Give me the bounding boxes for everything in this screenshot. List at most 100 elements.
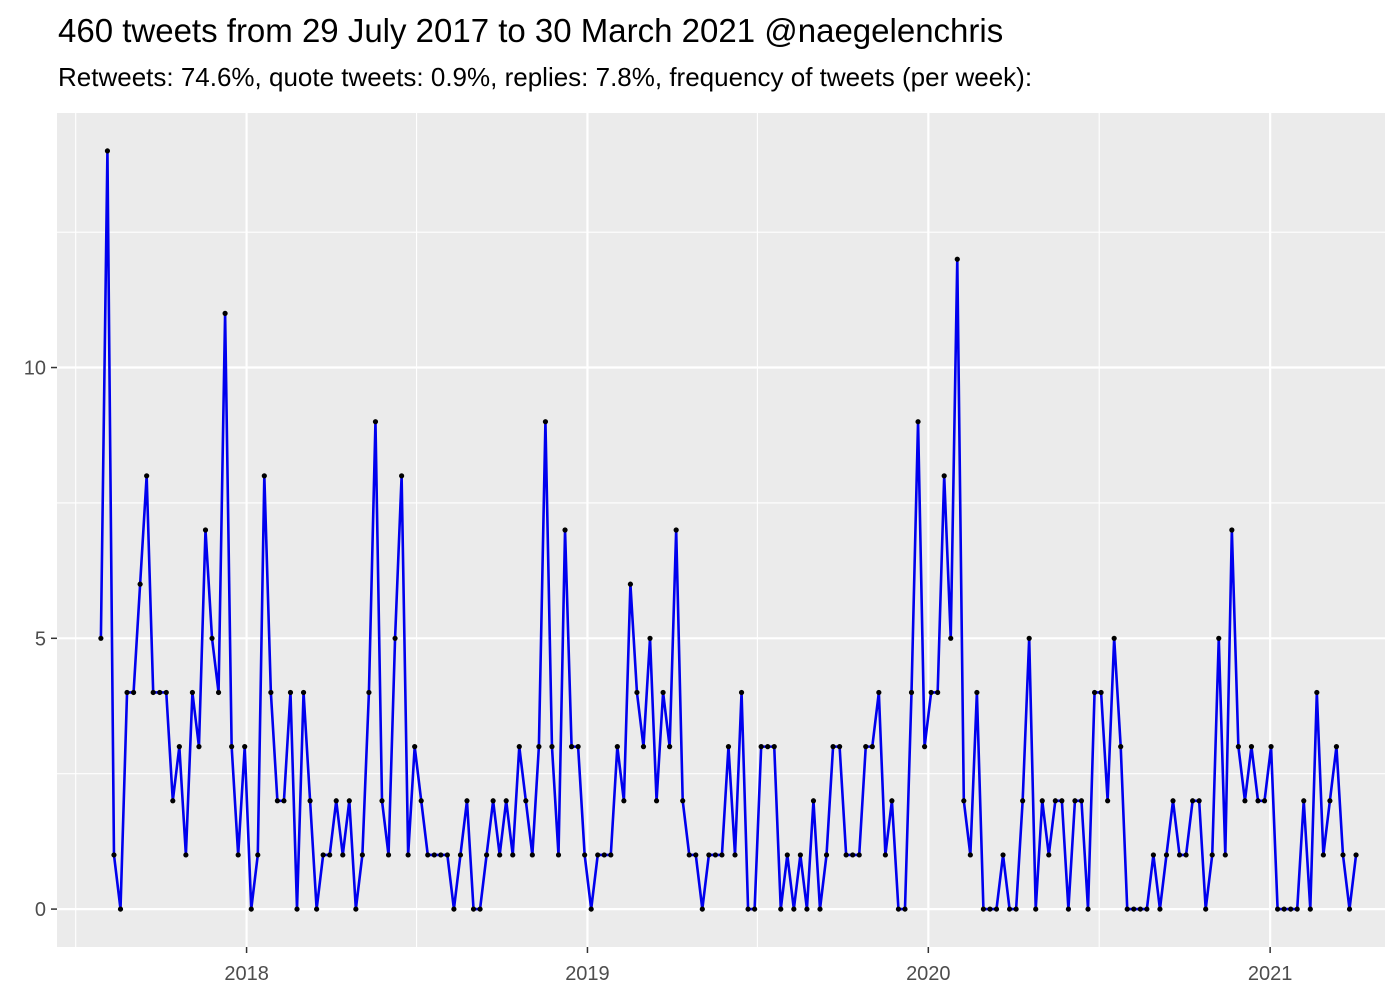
data-point [163, 689, 169, 696]
data-point [1333, 744, 1340, 750]
data-point [1118, 744, 1124, 750]
data-point [457, 852, 464, 858]
data-point [183, 852, 189, 858]
data-point [915, 419, 921, 425]
data-point [1340, 852, 1346, 858]
data-point [876, 689, 882, 696]
data-point [1065, 906, 1072, 912]
data-point [104, 148, 111, 154]
data-point [1301, 798, 1307, 804]
data-point [379, 798, 385, 804]
data-point [634, 689, 640, 696]
data-point [941, 473, 947, 479]
data-point [477, 906, 483, 912]
data-point [320, 852, 326, 858]
data-point [294, 906, 300, 912]
data-point [438, 852, 444, 858]
data-point [1170, 798, 1176, 804]
plot-panel [57, 113, 1385, 947]
data-point [830, 744, 836, 750]
data-point [215, 689, 222, 696]
data-point [1190, 798, 1196, 804]
data-point [725, 744, 732, 750]
data-point [817, 906, 823, 912]
data-point [967, 852, 973, 858]
data-point [582, 852, 588, 858]
data-point [1314, 689, 1320, 696]
data-point [961, 798, 967, 804]
data-point [771, 744, 777, 750]
data-point [575, 744, 581, 750]
data-point [1346, 906, 1353, 912]
minor-gridlines [57, 113, 1385, 947]
data-point [111, 852, 117, 858]
data-point [823, 852, 830, 858]
data-point [869, 744, 875, 750]
data-point [1203, 906, 1209, 912]
data-point [483, 852, 490, 858]
data-point [412, 744, 418, 750]
data-point [242, 744, 248, 750]
data-point [765, 744, 771, 750]
data-point [1020, 798, 1026, 804]
data-point [647, 635, 653, 641]
data-point [130, 689, 137, 696]
data-point [1229, 527, 1235, 533]
data-point [667, 744, 673, 750]
data-point [1275, 906, 1281, 912]
data-point [418, 798, 424, 804]
data-point [837, 744, 843, 750]
data-point [170, 798, 176, 804]
data-point [810, 798, 817, 804]
data-point [405, 852, 411, 858]
data-point [680, 798, 686, 804]
data-point [1091, 689, 1098, 696]
data-point [150, 689, 156, 696]
data-point [627, 581, 634, 587]
data-point [314, 906, 320, 912]
data-point [1026, 635, 1032, 641]
data-point [856, 852, 862, 858]
data-point [1288, 906, 1294, 912]
data-point [1131, 906, 1137, 912]
data-point [549, 744, 555, 750]
data-point [1320, 852, 1326, 858]
data-point [248, 906, 254, 912]
data-point [784, 852, 790, 858]
data-point [699, 906, 705, 912]
data-point [229, 744, 235, 750]
data-point [1144, 906, 1150, 912]
data-point [738, 689, 745, 696]
data-point [621, 798, 627, 804]
data-point [353, 906, 359, 912]
x-tick-label: 2018 [224, 963, 269, 985]
data-point [601, 852, 607, 858]
data-point [1052, 798, 1058, 804]
data-point [993, 906, 1000, 912]
data-point [327, 852, 333, 858]
data-point [719, 852, 725, 858]
data-point [980, 906, 987, 912]
data-point [660, 689, 666, 696]
data-point [255, 852, 261, 858]
data-point [706, 852, 712, 858]
data-point [1137, 906, 1143, 912]
data-point [523, 798, 529, 804]
data-point [542, 419, 549, 425]
y-axis: 0 5 10 [24, 358, 57, 921]
data-point [529, 852, 535, 858]
data-point [1105, 798, 1111, 804]
chart-subtitle: Retweets: 74.6%, quote tweets: 0.9%, rep… [58, 62, 1033, 92]
data-point [1006, 906, 1013, 912]
data-point [863, 744, 869, 750]
data-point [797, 852, 803, 858]
data-point [157, 689, 163, 696]
data-point [399, 473, 405, 479]
data-point [712, 852, 719, 858]
x-tick-label: 2019 [565, 963, 610, 985]
data-point [1150, 852, 1156, 858]
data-point [614, 744, 620, 750]
data-point [222, 310, 228, 316]
data-point [954, 256, 960, 262]
data-point [1222, 852, 1228, 858]
